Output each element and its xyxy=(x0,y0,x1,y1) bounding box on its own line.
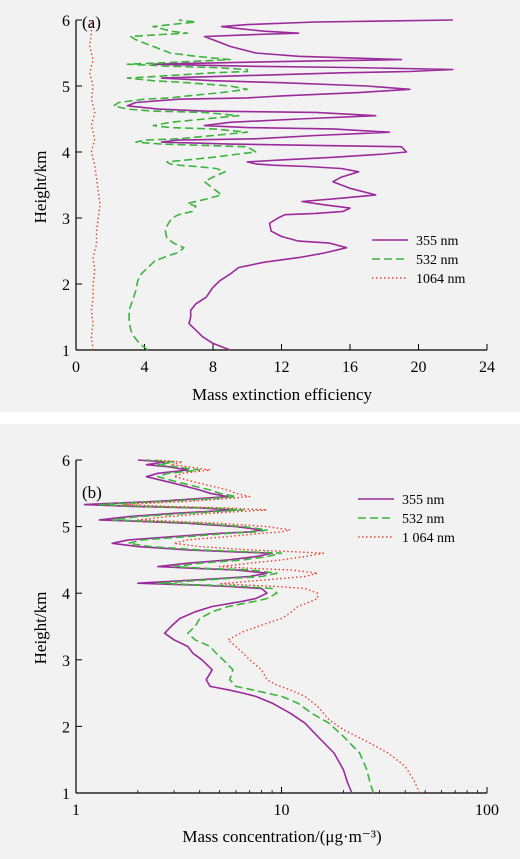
x-tick-label: 0 xyxy=(72,359,80,376)
legend-label: 355 nm xyxy=(416,234,459,249)
legend-label: 1064 nm xyxy=(416,272,466,287)
x-axis-label: Mass concentration/(μg·m⁻³) xyxy=(182,827,381,846)
y-tick-label: 4 xyxy=(62,586,70,603)
x-tick-label: 20 xyxy=(411,359,427,376)
y-tick-label: 4 xyxy=(62,145,70,162)
x-tick-label: 4 xyxy=(141,359,149,376)
series-line-532nm xyxy=(112,19,257,351)
series-line-355nm xyxy=(126,19,454,351)
panel-label: (b) xyxy=(82,483,102,502)
legend-label: 532 nm xyxy=(402,512,445,527)
panel-label: (a) xyxy=(82,13,101,32)
y-tick-label: 5 xyxy=(62,520,70,537)
y-tick-label: 5 xyxy=(62,79,70,96)
y-tick-label: 6 xyxy=(62,13,70,30)
legend-label: 1 064 nm xyxy=(402,531,455,546)
x-tick-label: 24 xyxy=(479,359,495,376)
legend-label: 355 nm xyxy=(402,493,445,508)
x-tick-label: 16 xyxy=(342,359,358,376)
x-tick-label: 10 xyxy=(274,802,290,819)
x-tick-label: 8 xyxy=(209,359,217,376)
y-tick-label: 3 xyxy=(62,211,70,228)
y-axis-label: Height/km xyxy=(31,592,50,665)
y-tick-label: 1 xyxy=(62,343,70,360)
series-line-1064nm xyxy=(122,459,421,794)
x-tick-label: 1 xyxy=(72,802,80,819)
panel-b-background xyxy=(0,424,520,859)
y-tick-label: 2 xyxy=(62,277,70,294)
y-tick-label: 1 xyxy=(62,786,70,803)
x-axis-label: Mass extinction efficiency xyxy=(192,385,373,404)
x-tick-label: 100 xyxy=(475,802,499,819)
y-tick-label: 2 xyxy=(62,719,70,736)
y-tick-label: 6 xyxy=(62,453,70,470)
y-axis-label: Height/km xyxy=(31,151,50,224)
series-line-532nm xyxy=(98,459,375,794)
series-line-1064nm xyxy=(89,20,101,351)
y-tick-label: 3 xyxy=(62,653,70,670)
x-tick-label: 12 xyxy=(274,359,290,376)
legend-label: 532 nm xyxy=(416,253,459,268)
series-line-355nm xyxy=(83,459,353,794)
